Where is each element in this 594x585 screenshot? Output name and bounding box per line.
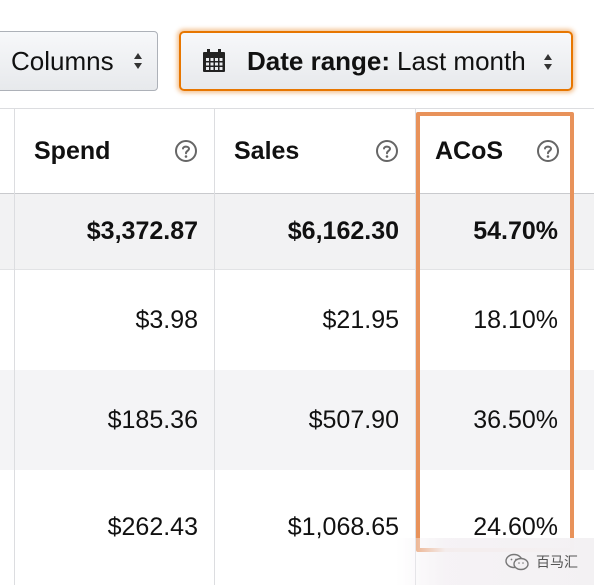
totals-row: $3,372.87 $6,162.30 54.70% bbox=[0, 194, 594, 270]
toolbar: Columns Date range: Last month bbox=[0, 0, 594, 108]
column-header-label: ACoS bbox=[435, 136, 504, 165]
table-header-row: Spend Sales ACoS bbox=[0, 108, 594, 194]
total-spend: $3,372.87 bbox=[86, 217, 198, 245]
cell-sales: $1,068.65 bbox=[287, 513, 399, 541]
date-range-dropdown[interactable]: Date range: Last month bbox=[179, 31, 573, 91]
question-circle-icon[interactable] bbox=[375, 139, 399, 163]
sort-arrows-icon bbox=[544, 54, 552, 70]
cell-acos: 24.60% bbox=[473, 513, 558, 541]
columns-button-label: Columns bbox=[11, 45, 114, 76]
watermark: 百马汇 bbox=[396, 538, 594, 585]
cell-acos: 36.50% bbox=[473, 405, 558, 434]
question-circle-icon[interactable] bbox=[536, 139, 560, 163]
cell-acos: 18.10% bbox=[473, 305, 558, 334]
total-acos: 54.70% bbox=[473, 217, 558, 245]
columns-button[interactable]: Columns bbox=[0, 31, 158, 91]
cell-sales: $21.95 bbox=[322, 305, 399, 334]
calendar-icon bbox=[203, 49, 225, 72]
wechat-icon bbox=[505, 553, 529, 570]
table-row[interactable]: $185.36 $507.90 36.50% bbox=[0, 370, 594, 470]
column-divider bbox=[415, 108, 416, 585]
column-header-label: Sales bbox=[234, 136, 300, 165]
table-row[interactable]: $3.98 $21.95 18.10% bbox=[0, 270, 594, 370]
cell-spend: $3.98 bbox=[135, 305, 198, 334]
cell-spend: $262.43 bbox=[107, 513, 198, 541]
cell-sales: $507.90 bbox=[308, 405, 399, 434]
date-range-label: Date range: bbox=[247, 45, 391, 76]
sort-arrows-icon bbox=[134, 53, 142, 69]
column-divider bbox=[214, 108, 215, 585]
column-header-label: Spend bbox=[34, 136, 111, 165]
total-sales: $6,162.30 bbox=[287, 217, 399, 245]
date-range-value: Last month bbox=[397, 45, 526, 76]
cell-spend: $185.36 bbox=[107, 405, 198, 434]
column-header-acos[interactable]: ACoS bbox=[416, 109, 574, 193]
watermark-text: 百马汇 bbox=[536, 553, 578, 570]
column-divider bbox=[14, 108, 15, 585]
column-header-sales[interactable]: Sales bbox=[215, 109, 415, 193]
column-header-spend[interactable]: Spend bbox=[15, 109, 214, 193]
question-circle-icon[interactable] bbox=[174, 139, 198, 163]
